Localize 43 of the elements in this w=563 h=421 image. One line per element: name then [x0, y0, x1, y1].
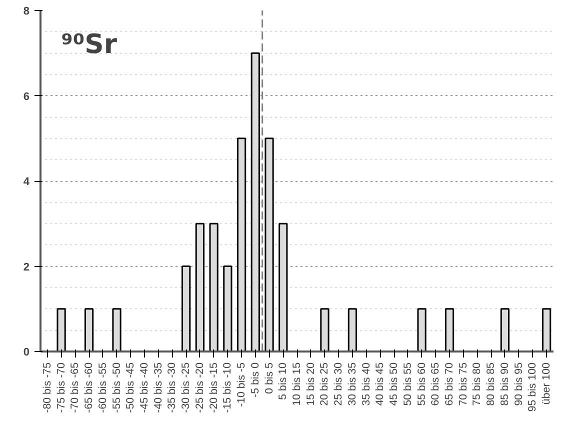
x-tick-label: 70 bis 75: [457, 362, 470, 406]
x-tick-label: 55 bis 60: [416, 362, 428, 406]
text: ⁹⁰Sr: [61, 29, 118, 60]
y-tick-label: 2: [23, 261, 30, 274]
x-tick-label: -35 bis -30: [166, 362, 178, 413]
x-tick-label: -75 bis -70: [55, 362, 68, 413]
x-tick-label: 30 bis 35: [346, 362, 358, 406]
x-tick-label: über 100: [540, 362, 553, 405]
x-tick-label: -55 bis -50: [110, 362, 123, 413]
x-tick-label: 90 bis 95: [512, 362, 525, 406]
x-tick-label: -10 bis -5: [236, 362, 248, 407]
x-tick-label: 10 bis 15: [291, 362, 303, 406]
x-tick-label: -50 bis -45: [124, 362, 137, 413]
x-tick-label: 25 bis 30: [332, 362, 345, 406]
x-tick-label: 5 bis 10: [277, 362, 290, 400]
x-tick-label: 75 bis 80: [471, 362, 484, 406]
x-tick-label: 0 bis 5: [263, 362, 276, 394]
x-tick-label: 95 bis 100: [526, 362, 539, 412]
x-tick-label: -15 bis -10: [222, 362, 234, 413]
x-tick-label: -5 bis 0: [249, 362, 262, 398]
x-tick-label: -65 bis -60: [83, 362, 96, 413]
y-tick-label: 6: [23, 90, 30, 103]
x-tick-label: 80 bis 85: [485, 362, 498, 406]
x-tick-label: -45 bis -40: [138, 362, 150, 413]
x-tick-label: -70 bis -65: [69, 362, 82, 413]
x-tick-label: -20 bis -15: [208, 362, 220, 413]
x-tick-label: 40 bis 45: [374, 362, 386, 406]
x-tick-label: -80 bis -75: [41, 362, 54, 413]
x-tick-label: -25 bis -20: [194, 362, 206, 413]
x-tick-label: 50 bis 55: [402, 362, 414, 406]
x-tick-label: 45 bis 50: [388, 362, 400, 406]
x-tick-label: 35 bis 40: [360, 362, 372, 406]
x-tick-label: 60 bis 65: [430, 362, 442, 406]
x-tick-label: 85 bis 90: [498, 362, 511, 406]
x-tick-label: 65 bis 70: [444, 362, 456, 406]
y-tick-label: 8: [23, 6, 30, 18]
y-tick-label: 4: [23, 176, 30, 188]
x-tick-label: -60 bis -55: [96, 362, 109, 413]
x-tick-label: -40 bis -35: [152, 362, 164, 413]
x-tick-label: -30 bis -25: [180, 362, 192, 413]
x-tick-label: 20 bis 25: [318, 362, 331, 406]
y-tick-label: 0: [23, 346, 30, 358]
x-tick-label: 15 bis 20: [304, 362, 317, 406]
